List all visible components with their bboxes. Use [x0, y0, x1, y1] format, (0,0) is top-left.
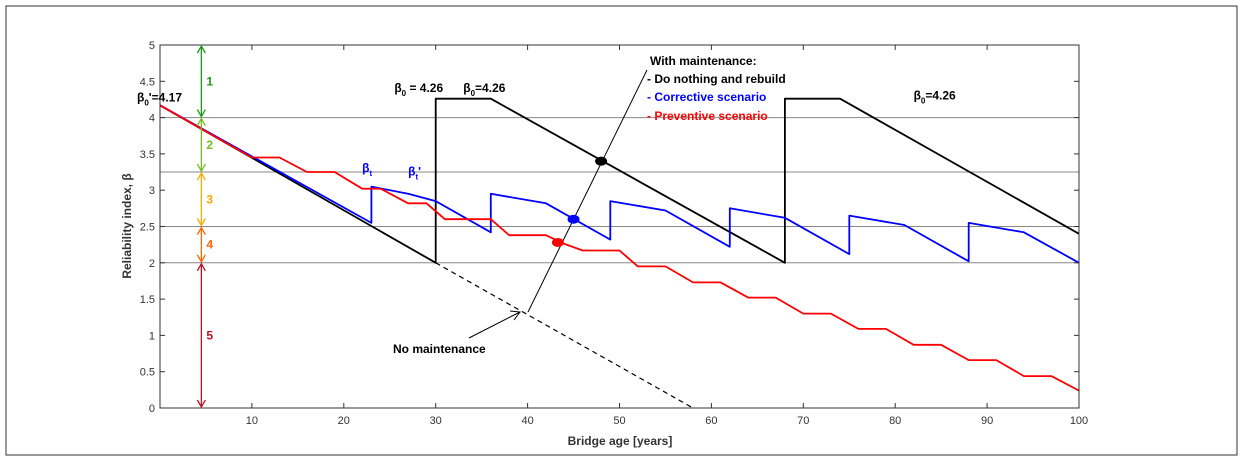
annotation-b0-right: β0=4.26 [914, 88, 956, 105]
annotation-b0-mid: β0=4.26 [463, 81, 505, 98]
y-tick-label: 1 [149, 330, 155, 342]
marker-do-nothing-and-rebuild [595, 156, 608, 166]
y-tick-label: 2.5 [140, 222, 155, 234]
band-3-arrow-up [196, 171, 206, 181]
band-5-arrow-up [196, 262, 206, 272]
x-tick-label: 100 [1070, 415, 1088, 427]
series-markers [551, 156, 608, 247]
x-tick-label: 80 [889, 415, 901, 427]
series-line-no-maintenance [435, 262, 694, 408]
series-line-do-nothing-and-rebuild [160, 97, 1079, 264]
x-tick-label: 50 [613, 415, 625, 427]
band-4-arrow-down [196, 254, 206, 264]
band-3-arrow-down [196, 218, 206, 227]
y-tick-label: 3.5 [140, 149, 155, 161]
legend-item-corrective: - Corrective scenario [647, 90, 766, 104]
series-line-preventive-scenario [160, 104, 1079, 392]
annotation-bt-prime: βt' [408, 165, 421, 182]
series-line-corrective-scenario [160, 104, 1079, 264]
band-3-label: 3 [206, 192, 213, 206]
x-tick-label: 70 [797, 415, 809, 427]
band-4-label: 4 [206, 238, 213, 252]
band-1-label: 1 [206, 74, 213, 88]
y-axis-label: Reliability index, β [120, 173, 134, 278]
reliability-bands: 1 2 3 4 5 [196, 44, 213, 409]
legend-title: With maintenance: [650, 54, 757, 68]
figure-border [5, 5, 1238, 456]
band-1-arrow-down [196, 109, 206, 118]
annotation-b0-prime: β0'=4.17 [137, 91, 182, 108]
leader-lines [468, 69, 648, 339]
x-tick-label: 10 [246, 415, 258, 427]
legend-item-do-nothing: - Do nothing and rebuild [647, 72, 786, 86]
no-maintenance-label: No maintenance [393, 342, 486, 356]
y-tick-label: 3 [149, 185, 155, 197]
y-tick-label: 0.5 [140, 367, 155, 379]
marker-corrective-scenario [567, 214, 580, 224]
y-tick-label: 4 [149, 113, 155, 125]
band-4-arrow-up [196, 226, 206, 235]
band-1-arrow-up [196, 44, 206, 54]
y-tick-label: 5 [149, 40, 155, 52]
series-lines [160, 97, 1079, 408]
legend-item-preventive: - Preventive scenario [647, 109, 768, 123]
legend-box: With maintenance: - Do nothing and rebui… [647, 54, 786, 123]
annotation-b0-left: β0 = 4.26 [394, 81, 443, 98]
no-maintenance-arrow-head [509, 310, 521, 321]
annotations: β0'=4.17 β0 = 4.26 β0=4.26 β0=4.26 βt βt' [137, 81, 956, 181]
band-5-arrow-down [196, 399, 206, 409]
band-2-arrow-down [196, 163, 206, 173]
band-5-label: 5 [206, 328, 213, 342]
y-tick-label: 1.5 [140, 294, 155, 306]
no-maintenance-arrow-line [468, 311, 521, 339]
axis-ticks: 10 20 30 40 50 60 70 80 90 100 0 0.5 1 1.5 2 2.5 3 3.5 4 4.… [140, 40, 1088, 427]
y-tick-label: 2 [149, 258, 155, 270]
annotation-bt: βt [362, 161, 372, 178]
y-tick-label: 0 [149, 403, 155, 415]
x-tick-label: 90 [981, 415, 993, 427]
y-tick-label: 4.5 [140, 76, 155, 88]
x-tick-label: 30 [430, 415, 442, 427]
x-tick-label: 20 [338, 415, 350, 427]
x-axis-label: Bridge age [years] [568, 434, 673, 448]
legend-leader-line [527, 69, 648, 313]
x-tick-label: 60 [705, 415, 717, 427]
x-tick-label: 40 [521, 415, 533, 427]
band-2-arrow-up [196, 117, 206, 126]
marker-preventive-scenario [551, 237, 564, 247]
band-2-label: 2 [206, 138, 213, 152]
